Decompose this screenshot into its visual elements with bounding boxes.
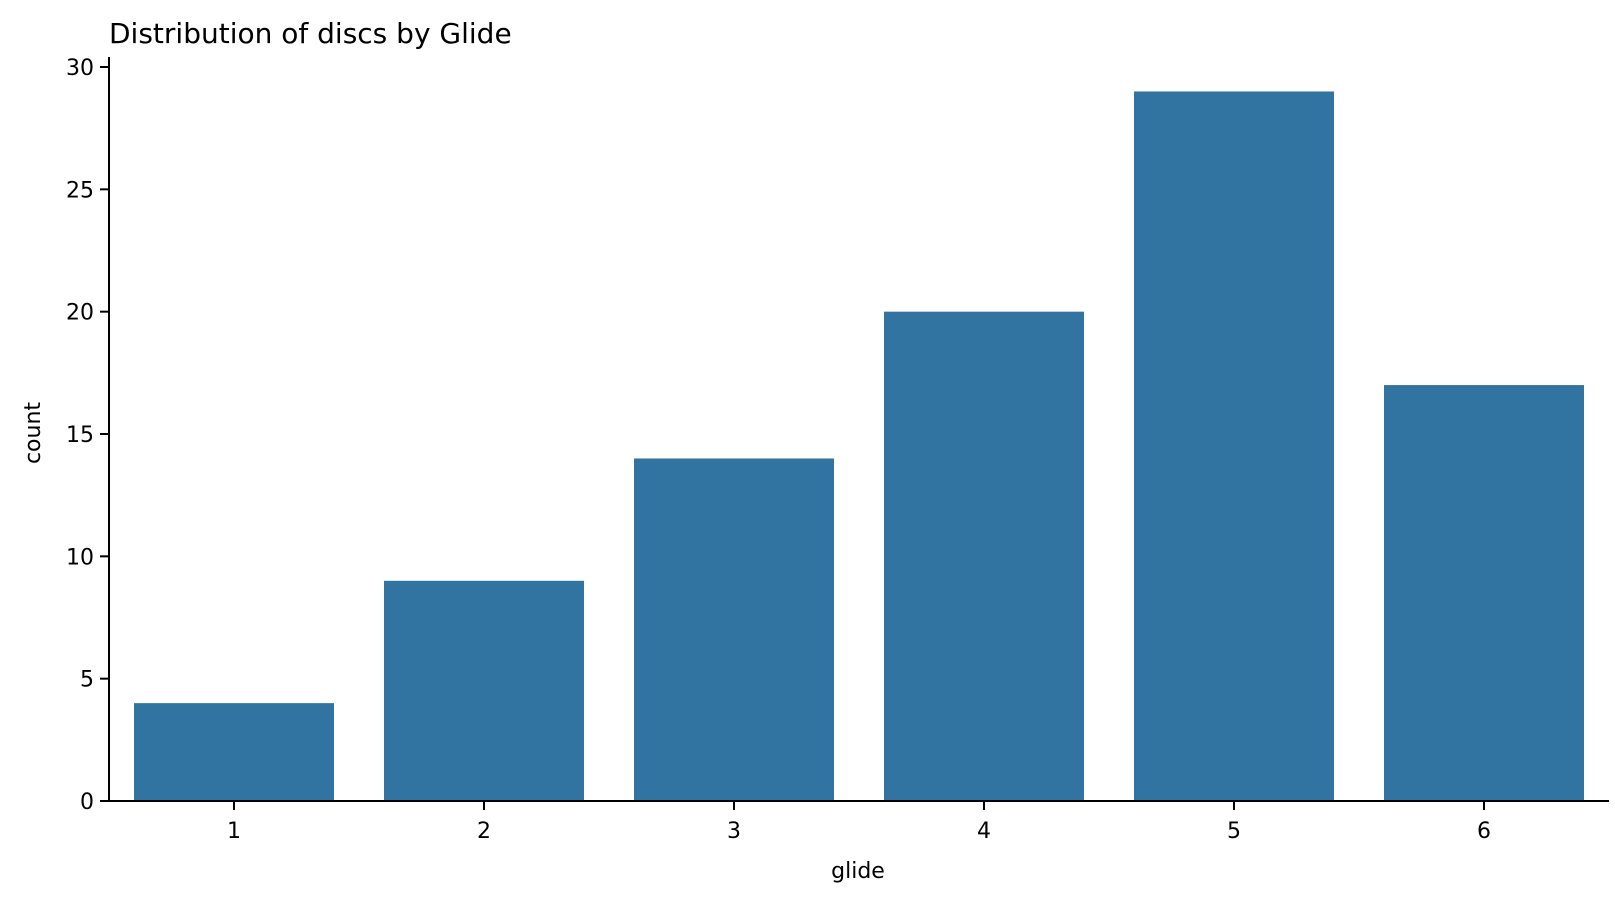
x-tick-label-1: 1: [227, 819, 241, 844]
x-tick-label-4: 4: [977, 819, 991, 844]
bar-6: [1384, 385, 1584, 801]
bar-3: [634, 458, 834, 801]
y-tick-label-15: 15: [66, 423, 94, 448]
bar-4: [884, 311, 1084, 801]
bar-2: [384, 580, 584, 801]
bars-group: [134, 91, 1584, 801]
bar-5: [1134, 91, 1334, 801]
x-tick-label-3: 3: [727, 819, 741, 844]
y-tick-label-0: 0: [80, 790, 94, 815]
x-axis-label: glide: [831, 859, 885, 884]
y-tick-label-20: 20: [66, 301, 94, 326]
y-axis-ticks: 0 5 10 15 20 25 30: [66, 56, 109, 815]
chart-title: Distribution of discs by Glide: [109, 17, 512, 50]
y-tick-label-25: 25: [66, 178, 94, 203]
y-axis-label: count: [21, 402, 46, 464]
y-tick-label-30: 30: [66, 56, 94, 81]
y-tick-label-10: 10: [66, 545, 94, 570]
x-axis-ticks: 1 2 3 4 5 6: [227, 801, 1491, 844]
x-tick-label-5: 5: [1227, 819, 1241, 844]
y-tick-label-5: 5: [80, 668, 94, 693]
x-tick-label-2: 2: [477, 819, 491, 844]
x-tick-label-6: 6: [1477, 819, 1491, 844]
bar-1: [134, 703, 334, 801]
